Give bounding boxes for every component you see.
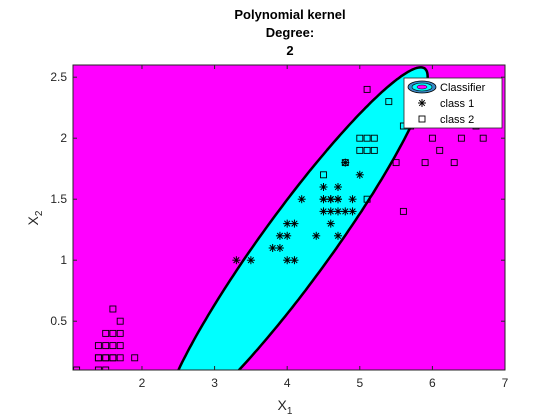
y-tick-label: 1 <box>60 253 67 267</box>
class-2-point <box>94 354 102 362</box>
legend-label-class-2: class 2 <box>440 114 474 126</box>
x-tick-label: 5 <box>356 376 363 390</box>
class-1-point <box>290 219 299 228</box>
class-1-point <box>319 207 328 216</box>
x-tick-label: 7 <box>502 376 509 390</box>
legend: Classifier class 1 class 2 <box>403 77 503 129</box>
class-1-point <box>326 207 335 216</box>
x-tick-label: 4 <box>284 376 291 390</box>
plot-area-frame <box>72 64 506 371</box>
class-2-point <box>94 342 102 350</box>
class-1-point <box>326 195 335 204</box>
class-2-point <box>109 329 117 337</box>
y-tick-label: 2 <box>60 131 67 145</box>
y-tick-label: 2.5 <box>50 70 67 84</box>
class-2-point <box>392 159 400 167</box>
class-2-point <box>102 342 110 350</box>
chart-title-line-3: 2 <box>286 43 293 58</box>
class-2-point <box>479 134 487 142</box>
class-1-point <box>348 195 357 204</box>
class-1-point <box>334 231 343 240</box>
class-1-point <box>334 195 343 204</box>
x-tick-label: 2 <box>139 376 146 390</box>
class-1-point <box>290 256 299 265</box>
class-1-point <box>246 256 255 265</box>
class-2-point <box>116 317 124 325</box>
class-2-point <box>399 207 407 215</box>
class-1-point <box>312 231 321 240</box>
class-2-point <box>356 134 364 142</box>
legend-label-class-1: class 1 <box>440 98 474 110</box>
class-1-point <box>348 207 357 216</box>
class-2-point <box>436 146 444 154</box>
legend-classifier-swatch <box>407 80 437 94</box>
class-2-point <box>363 134 371 142</box>
class-2-point <box>102 366 110 370</box>
legend-label-classifier: Classifier <box>440 82 486 94</box>
class-1-point <box>297 195 306 204</box>
class-2-point <box>356 146 364 154</box>
class-2-point <box>370 134 378 142</box>
class-2-point <box>116 342 124 350</box>
class-2-point <box>421 159 429 167</box>
class-1-point <box>319 195 328 204</box>
class-1-point <box>275 231 284 240</box>
x-axis-label: X1 <box>278 397 293 417</box>
axes-layer: 2 3 4 5 6 7 0.5 1 1.5 2 2.5 <box>50 65 509 390</box>
class-2-point <box>385 98 393 106</box>
class-2-point <box>109 305 117 313</box>
class-1-point <box>283 231 292 240</box>
class-2-point <box>102 329 110 337</box>
class-2-point <box>131 354 139 362</box>
class-1-point <box>275 244 284 252</box>
x-tick-label: 3 <box>211 376 218 390</box>
legend-box <box>403 77 503 129</box>
class-2-point <box>370 146 378 154</box>
class-2-point <box>450 159 458 167</box>
class-1-point <box>232 256 241 265</box>
y-tick-label: 1.5 <box>50 192 67 206</box>
classifier-inside-region <box>177 66 429 370</box>
y-axis-label: X2 <box>25 210 45 225</box>
class-1-point <box>334 207 343 216</box>
legend-class1-marker <box>418 99 426 107</box>
y-tick-label: 0.5 <box>50 314 67 328</box>
class-2-point <box>363 85 371 93</box>
class-1-point <box>341 207 350 216</box>
class-2-point <box>320 171 327 179</box>
class-2-point <box>109 354 117 362</box>
x-tick-label: 6 <box>429 376 436 390</box>
class-1-point <box>319 183 328 191</box>
class-2-point <box>116 329 124 337</box>
chart-title-line-1: Polynomial kernel <box>234 7 345 22</box>
class-1-point <box>283 219 292 228</box>
class-2-point <box>363 146 371 154</box>
class-2-point <box>102 354 110 362</box>
class-2-point <box>73 366 81 370</box>
class-1-point <box>283 256 292 265</box>
class-1-point <box>334 183 343 191</box>
chart-title-line-2: Degree: <box>266 25 314 40</box>
class-2-point <box>109 342 117 350</box>
class-2-point <box>457 134 465 142</box>
class-2-point <box>116 354 124 362</box>
class-1-point <box>355 170 364 179</box>
class-2-point <box>341 159 349 167</box>
class-2-point <box>94 366 102 370</box>
class-2-point <box>428 134 436 142</box>
class-1-point <box>326 219 335 228</box>
class-2-point <box>363 195 371 203</box>
legend-class2-marker <box>418 115 426 123</box>
class-1-point <box>268 244 277 252</box>
